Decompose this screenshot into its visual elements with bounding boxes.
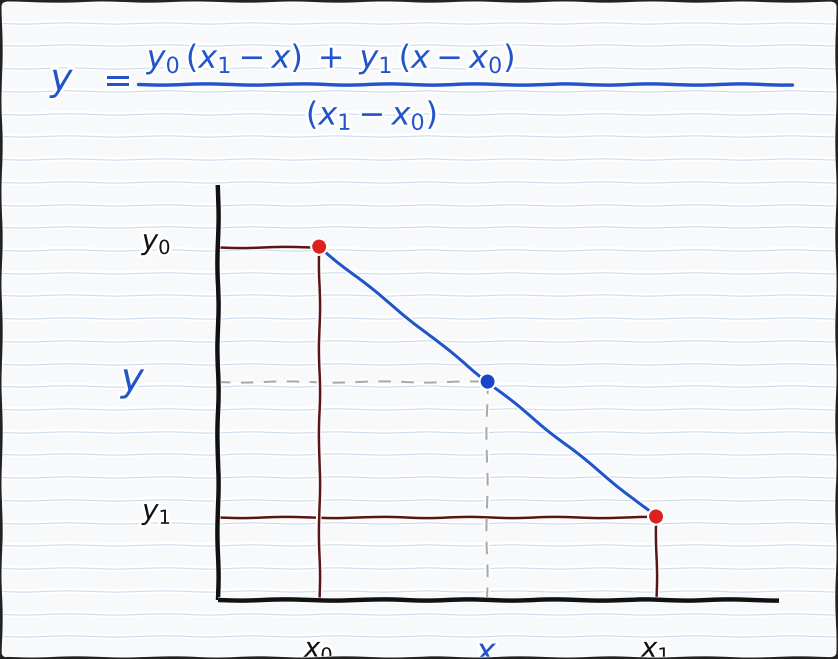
Text: $y$: $y$ — [50, 65, 75, 100]
Text: $(x_1 - x_0)$: $(x_1 - x_0)$ — [306, 99, 437, 132]
Text: $x_1$: $x_1$ — [641, 636, 670, 659]
Text: $=$: $=$ — [96, 65, 131, 100]
Text: $y_0$: $y_0$ — [142, 229, 172, 258]
Text: $x_0$: $x_0$ — [304, 636, 334, 659]
Text: $x$: $x$ — [476, 636, 499, 659]
Text: $y_1$: $y_1$ — [142, 500, 172, 527]
Text: $y$: $y$ — [121, 362, 147, 401]
Text: $y_0\,(x_1 - x)\;+\;y_1\,(x - x_0)$: $y_0\,(x_1 - x)\;+\;y_1\,(x - x_0)$ — [147, 42, 516, 77]
